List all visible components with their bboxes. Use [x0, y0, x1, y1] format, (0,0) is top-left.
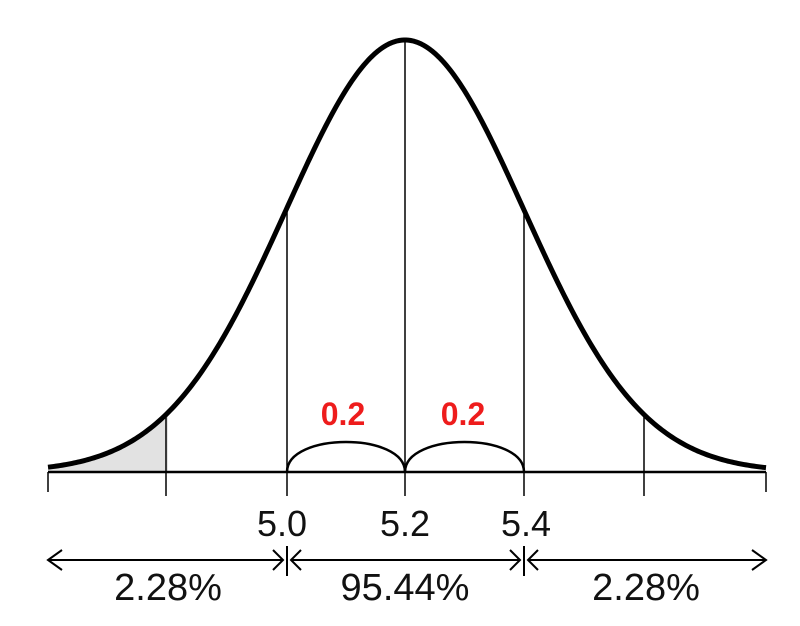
- step-arc-left: [285, 440, 407, 473]
- tick-label-left: 5.0: [257, 503, 307, 544]
- range-arrow-middle: [289, 549, 522, 571]
- range-arrow-right: [526, 549, 768, 571]
- pct-label-right: 2.28%: [592, 567, 700, 609]
- pct-label-middle: 95.44%: [341, 567, 470, 609]
- pct-label-left: 2.28%: [114, 567, 222, 609]
- tick-label-right: 5.4: [501, 503, 551, 544]
- tick-label-center: 5.2: [380, 503, 430, 544]
- step-label-left: 0.2: [321, 396, 365, 432]
- range-arrow-left: [46, 549, 285, 571]
- bell-curve: [47, 37, 767, 471]
- step-arc-right: [403, 440, 526, 473]
- step-label-right: 0.2: [441, 396, 485, 432]
- shaded-left-tail: [48, 412, 168, 472]
